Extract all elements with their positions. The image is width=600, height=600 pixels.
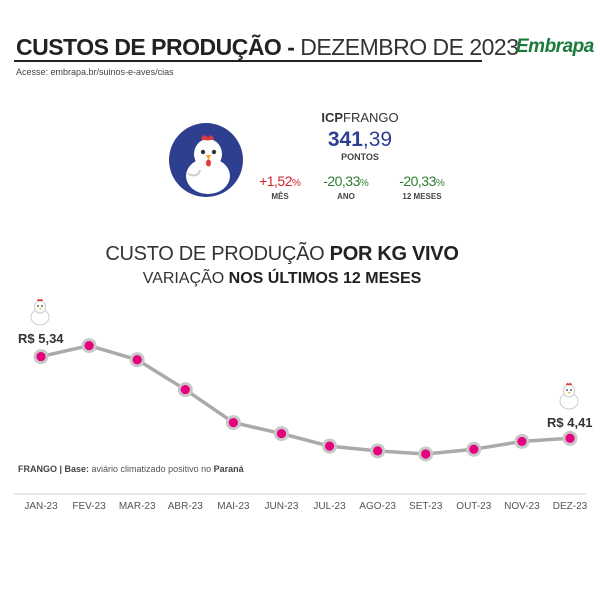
page-title: CUSTOS DE PRODUÇÃO - DEZEMBRO DE 2023	[16, 34, 519, 61]
end-chicken-icon	[559, 382, 579, 410]
end-value-label: R$ 4,41	[547, 415, 593, 430]
chart-footnote: FRANGO | Base: aviário climatizado posit…	[18, 464, 244, 474]
variation-month: +1,52% MÊS	[259, 173, 301, 201]
x-tick-label: NOV-23	[504, 501, 540, 512]
x-tick-label: JUL-23	[313, 501, 346, 512]
chart-title: CUSTO DE PRODUÇÃO POR KG VIVO	[105, 243, 459, 265]
data-point-fev-23[interactable]	[84, 340, 94, 351]
x-tick-label: ABR-23	[168, 501, 203, 512]
data-point-mar-23[interactable]	[132, 355, 142, 365]
data-point-ago-23[interactable]	[373, 446, 383, 456]
variation-year: -20,33% ANO	[323, 173, 369, 201]
x-tick-label: MAR-23	[119, 501, 156, 512]
x-tick-labels: JAN-23 FEV-23 MAR-23 ABR-23 MAI-23 JUN-23 JUL-…	[24, 501, 587, 512]
data-point-out-23[interactable]	[469, 444, 479, 454]
embrapa-logo: Embrapa	[516, 36, 594, 57]
icp-unit: PONTOS	[341, 152, 379, 162]
title-light: DEZEMBRO DE 2023	[300, 34, 519, 60]
source-link[interactable]: Acesse: embrapa.br/suinos-e-aves/cias	[16, 67, 174, 77]
x-tick-label: SET-23	[409, 501, 443, 512]
data-point-jun-23[interactable]	[276, 428, 287, 439]
x-tick-label: DEZ-23	[553, 501, 588, 512]
data-point-mai-23[interactable]	[228, 417, 238, 428]
x-tick-label: AGO-23	[359, 501, 396, 512]
series-markers	[33, 338, 578, 462]
icp-title: ICPFRANGO	[321, 110, 399, 125]
chicken-avatar-icon	[169, 123, 243, 197]
data-point-set-23[interactable]	[421, 449, 431, 459]
x-tick-label: MAI-23	[217, 501, 250, 512]
x-tick-label: JAN-23	[24, 501, 58, 512]
header-divider	[14, 60, 482, 62]
data-point-jul-23[interactable]	[324, 441, 335, 451]
series-line	[40, 343, 571, 456]
data-point-dez-23[interactable]	[565, 433, 575, 443]
x-tick-label: JUN-23	[265, 501, 299, 512]
data-point-nov-23[interactable]	[517, 436, 527, 447]
icp-value: 341,39	[327, 128, 393, 151]
start-chicken-icon	[30, 298, 50, 326]
variation-12-months: -20,33% 12 MESES	[399, 173, 445, 201]
title-bold: CUSTOS DE PRODUÇÃO -	[16, 34, 295, 60]
x-tick-label: OUT-23	[456, 501, 491, 512]
data-point-jan-23[interactable]	[36, 351, 46, 362]
start-value-label: R$ 5,34	[18, 331, 64, 346]
x-tick-label: FEV-23	[72, 501, 106, 512]
chart-subtitle: VARIAÇÃO NOS ÚLTIMOS 12 MESES	[142, 270, 422, 287]
data-point-abr-23[interactable]	[180, 384, 190, 395]
